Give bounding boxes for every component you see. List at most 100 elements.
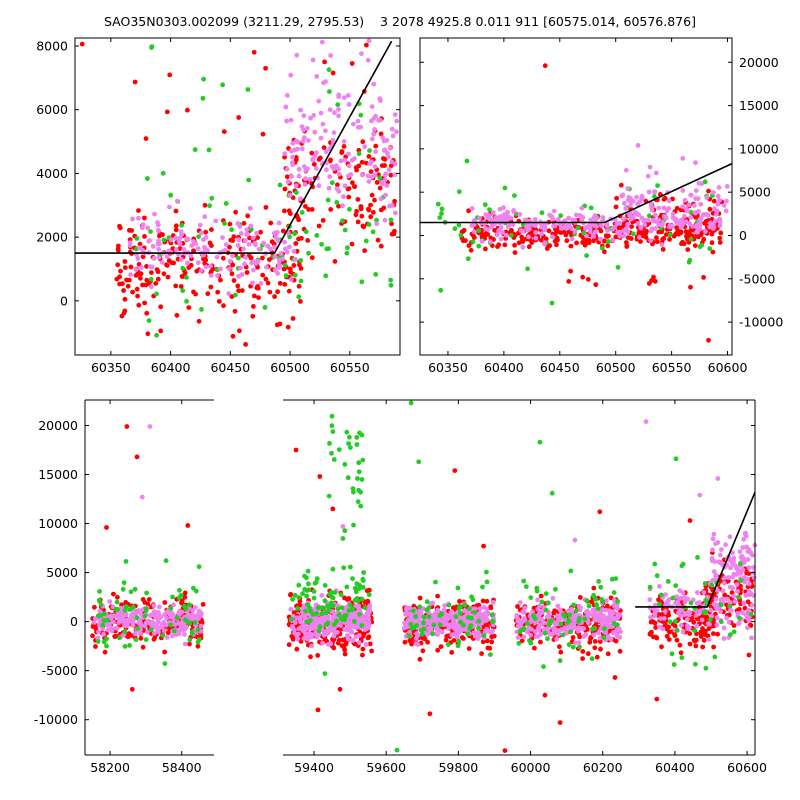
scatter-point-violet [288, 606, 294, 612]
scatter-point-violet [365, 57, 371, 63]
scatter-point-violet [96, 629, 101, 635]
scatter-point-green [334, 200, 340, 205]
scatter-point-violet [555, 217, 561, 222]
scatter-point-red [122, 259, 128, 264]
scatter-point-green [295, 606, 301, 611]
scatter-point-violet [517, 212, 523, 217]
tick-labels: 60350 60400 60450 60500 60550020004000600080… [36, 38, 370, 375]
scatter-point-green [702, 179, 708, 185]
scatter-point-violet [251, 267, 256, 273]
scatter-point-green [347, 602, 353, 608]
scatter-point-red [232, 308, 238, 314]
scatter-point-green [319, 241, 324, 247]
scatter-point-green [306, 250, 311, 256]
scatter-point-violet [247, 205, 253, 211]
scatter-point-red [435, 647, 441, 653]
scatter-point-green [325, 197, 331, 203]
scatter-point-violet [313, 631, 318, 637]
scatter-point-violet [342, 95, 347, 100]
scatter-point-green [246, 177, 252, 183]
scatter-point-red [382, 163, 387, 168]
scatter-point-violet [490, 599, 496, 605]
scatter-point-green [148, 229, 153, 235]
scatter-point-violet [744, 592, 750, 598]
scatter-point-red [369, 648, 374, 654]
panel-top-left: 60350 60400 60450 60500 60550020004000600080… [36, 37, 401, 375]
scatter-point-red [161, 271, 167, 277]
scatter-point-red [684, 230, 689, 235]
scatter-point-violet [715, 193, 721, 199]
scatter-point-green [98, 613, 104, 618]
scatter-point-violet [580, 215, 586, 221]
scatter-point-violet [163, 622, 169, 628]
scatter-point-violet [303, 176, 308, 182]
scatter-point-red [554, 242, 559, 248]
scatter-point-violet [272, 267, 278, 273]
scatter-point-violet [316, 183, 322, 189]
scatter-point-red [570, 635, 576, 640]
scatter-point-violet [731, 571, 737, 577]
scatter-point-violet [635, 143, 641, 148]
scatter-point-violet [374, 221, 380, 227]
scatter-point-green [360, 457, 366, 463]
scatter-point-red [118, 268, 123, 274]
scatter-point-green [335, 606, 341, 612]
scatter-point-violet [299, 146, 305, 152]
scatter-point-violet [686, 202, 692, 208]
scatter-point-violet [181, 246, 187, 252]
scatter-point-red [277, 321, 283, 327]
scatter-point-violet [508, 215, 514, 221]
scatter-point-red [672, 623, 678, 629]
scatter-point-violet [291, 248, 297, 254]
scatter-point-green [609, 576, 615, 582]
scatter-point-red [647, 631, 653, 637]
scatter-point-violet [285, 230, 291, 236]
scatter-point-green [712, 654, 718, 660]
scatter-point-violet [738, 554, 744, 560]
scatter-point-red [137, 241, 143, 247]
scatter-point-violet [450, 619, 456, 625]
scatter-point-violet [130, 620, 136, 625]
y-tick-label: 10000 [739, 141, 779, 156]
scatter-point-violet [365, 173, 371, 179]
scatter-point-violet [345, 93, 351, 98]
scatter-point-green [455, 585, 461, 591]
scatter-point-green [294, 190, 299, 196]
scatter-point-violet [563, 629, 569, 635]
scatter-point-violet [364, 614, 370, 620]
scatter-point-green [549, 618, 554, 624]
scatter-point-red [122, 296, 128, 302]
scatter-point-green [461, 622, 466, 628]
scatter-point-red [368, 214, 374, 220]
scatter-point-violet [145, 629, 150, 635]
scatter-point-violet [285, 179, 291, 185]
scatter-point-violet [383, 192, 388, 198]
scatter-point-green [673, 583, 679, 589]
scatter-point-violet [533, 629, 538, 635]
scatter-point-violet [105, 627, 111, 633]
scatter-point-green [408, 400, 414, 406]
scatter-point-red [162, 600, 168, 605]
scatter-point-red [378, 207, 384, 213]
scatter-point-red [672, 633, 678, 638]
scatter-point-red [392, 228, 397, 234]
scatter-point-green [97, 589, 102, 594]
scatter-point-red [230, 333, 236, 339]
scatter-point-violet [336, 171, 342, 177]
scatter-point-violet [320, 121, 326, 127]
scatter-point-green [346, 441, 351, 446]
scatter-point-violet [710, 577, 716, 583]
scatter-point-green [424, 599, 430, 605]
scatter-point-green [701, 610, 707, 615]
scatter-point-red [614, 195, 619, 201]
scatter-point-red [661, 236, 667, 241]
scatter-point-green [201, 76, 207, 82]
scatter-point-red [162, 649, 168, 655]
scatter-point-green [586, 603, 592, 609]
scatter-point-red [185, 107, 190, 113]
scatter-point-green [163, 558, 169, 564]
scatter-point-green [652, 194, 657, 199]
scatter-point-violet [658, 616, 663, 621]
scatter-point-red [296, 283, 302, 289]
